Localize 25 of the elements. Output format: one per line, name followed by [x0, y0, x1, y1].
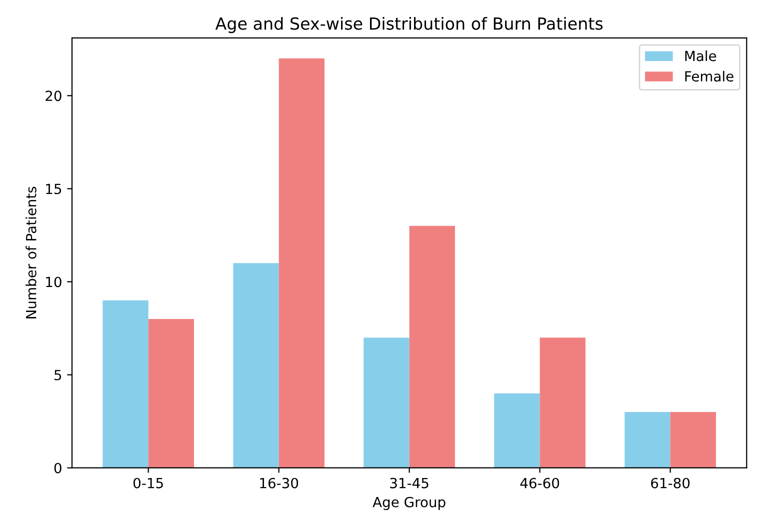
- bar: [540, 338, 586, 468]
- x-tick-label: 61-80: [651, 478, 690, 488]
- y-axis-title: Number of Patients: [26, 186, 36, 318]
- x-axis-title: Age Group: [372, 496, 446, 510]
- chart-title: Age and Sex-wise Distribution of Burn Patients: [215, 16, 603, 34]
- bar: [624, 412, 670, 468]
- bar: [364, 338, 410, 468]
- bar: [278, 58, 325, 468]
- bar: [409, 226, 455, 468]
- y-tick-label: 20: [46, 90, 62, 102]
- bar: [148, 318, 194, 468]
- y-tick-label: 15: [46, 184, 62, 194]
- bar: [494, 393, 540, 468]
- x-tick-label: 16-30: [260, 478, 298, 488]
- y-tick-label: 10: [46, 276, 62, 288]
- y-tick-label: 0: [54, 462, 62, 474]
- bar: [102, 300, 148, 468]
- x-tick-label: 0-15: [134, 478, 163, 488]
- legend-label: Female: [685, 70, 734, 82]
- x-tick-label: 46-60: [520, 478, 560, 488]
- legend-label: Male: [685, 50, 716, 62]
- x-tick-label: 31-45: [390, 478, 428, 488]
- bar: [670, 412, 716, 468]
- bar: [233, 263, 279, 468]
- y-tick-label: 5: [54, 370, 62, 380]
